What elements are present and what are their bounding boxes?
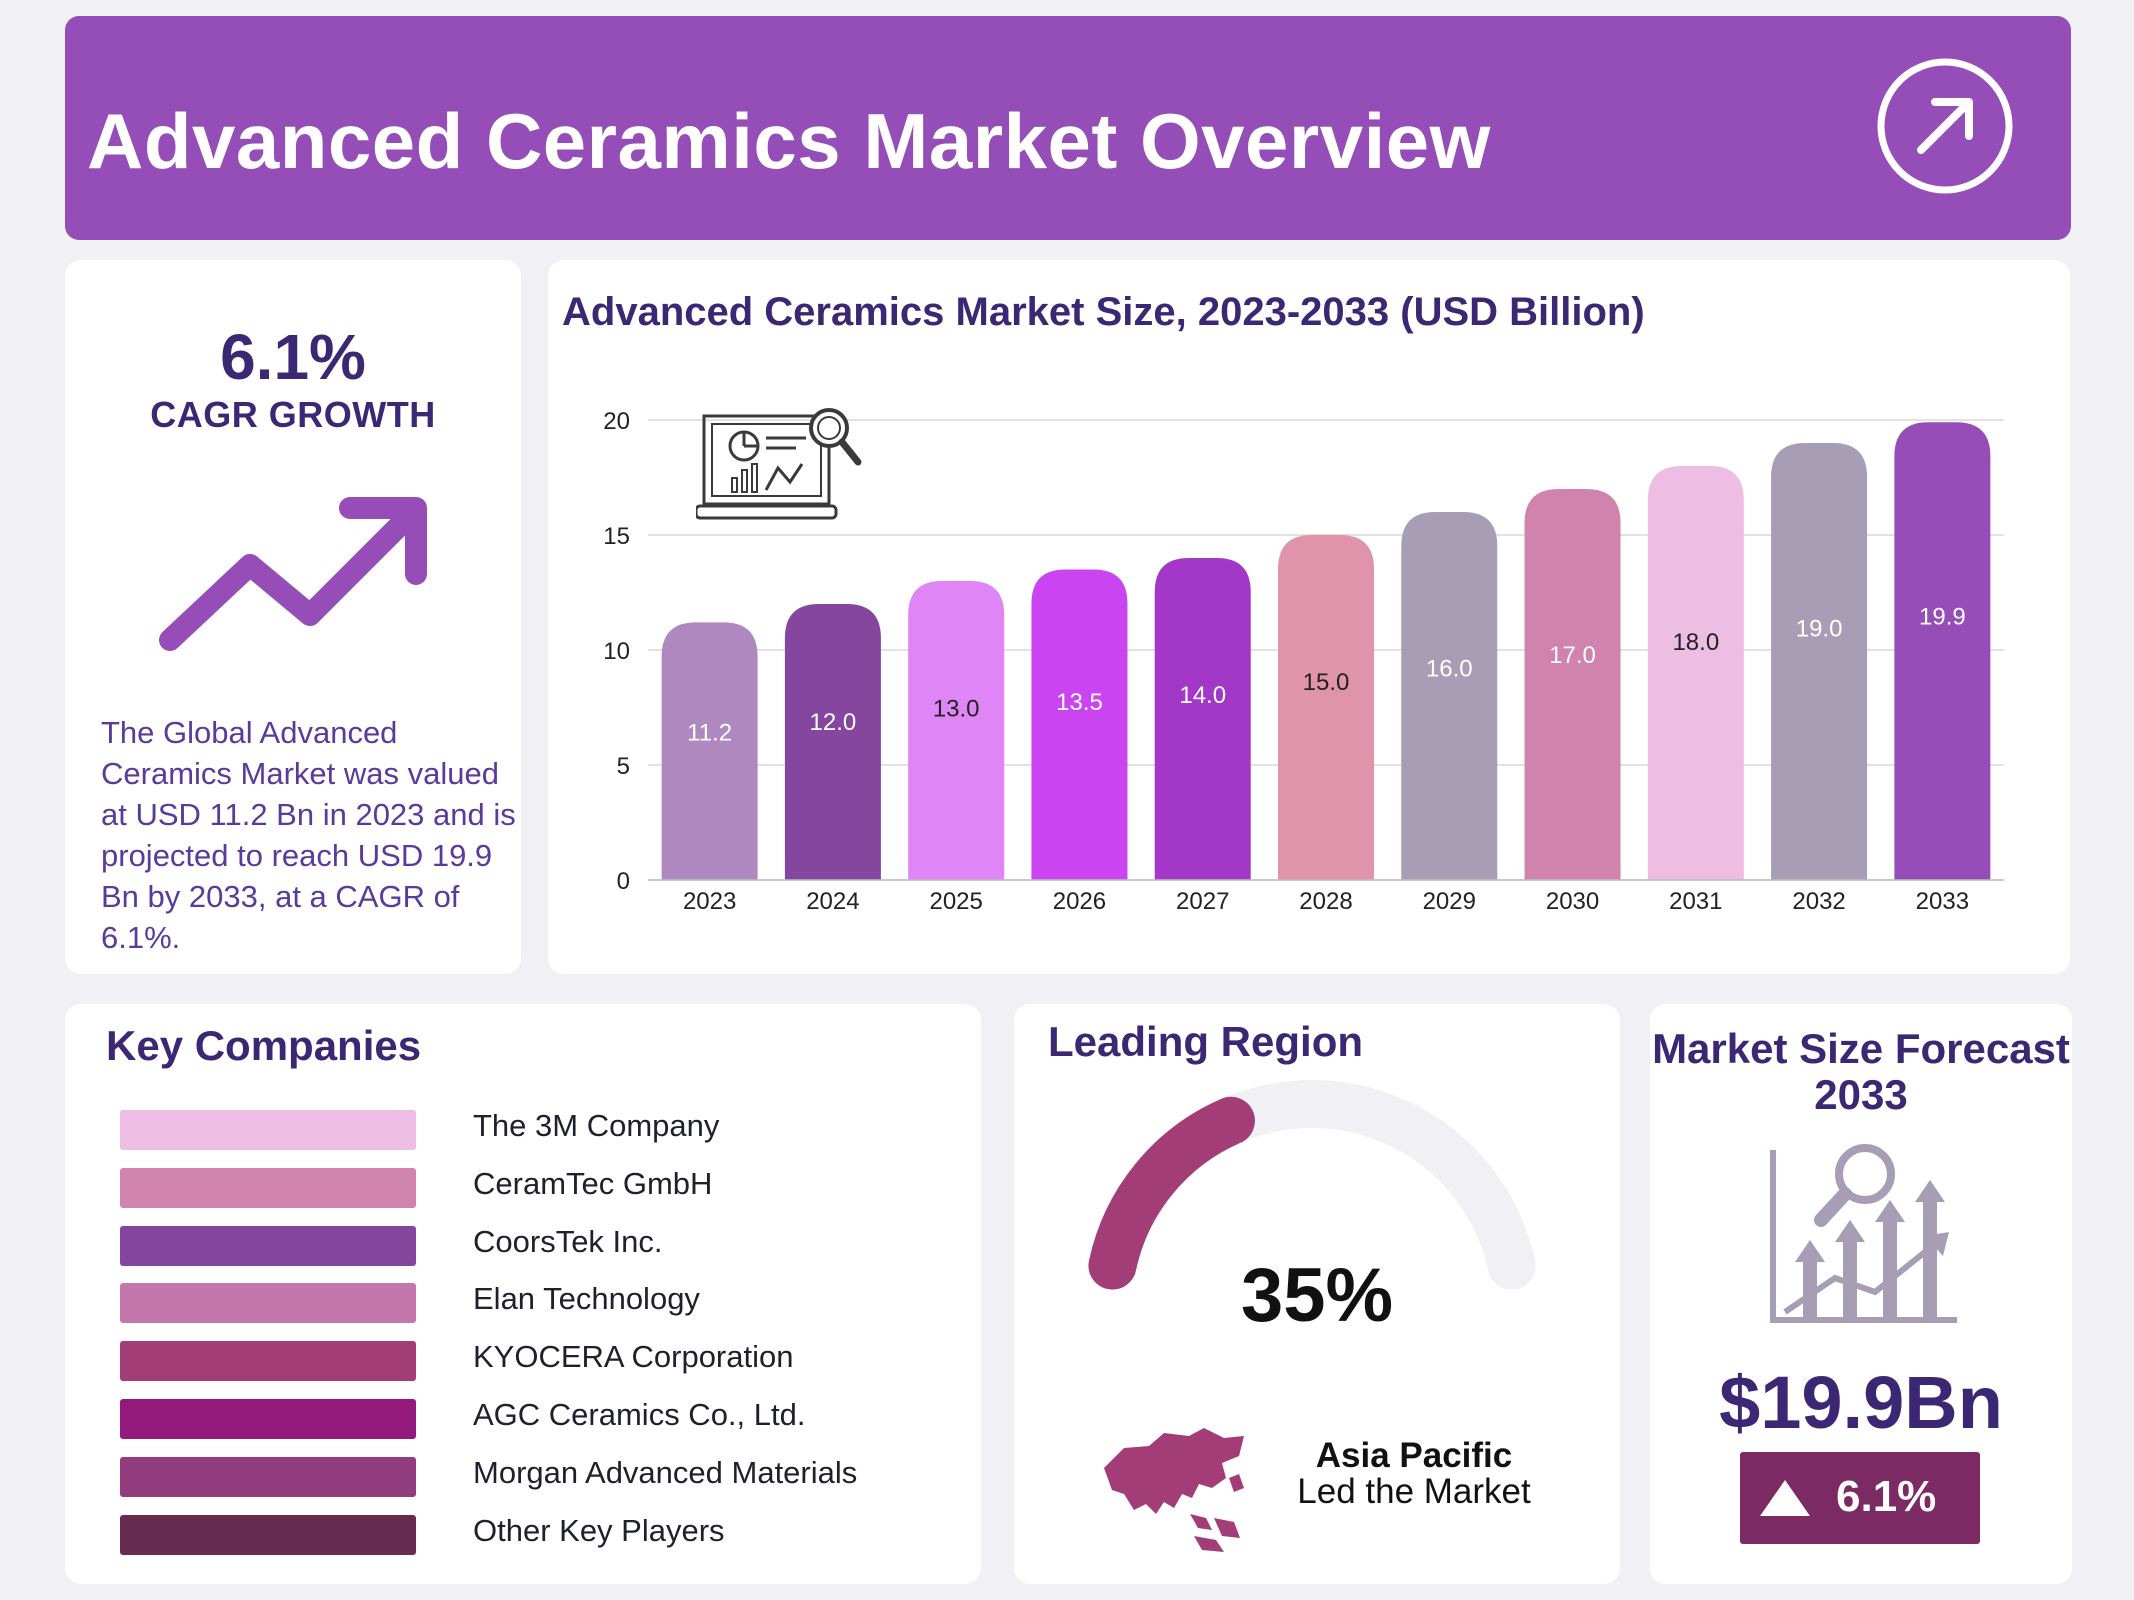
chart-title: Advanced Ceramics Market Size, 2023-2033… bbox=[562, 290, 1645, 334]
page-title: Advanced Ceramics Market Overview bbox=[87, 97, 1491, 185]
region-subtitle: Led the Market bbox=[1297, 1472, 1531, 1511]
header-banner: Advanced Ceramics Market Overview bbox=[65, 16, 2071, 240]
company-color-swatch bbox=[120, 1399, 416, 1439]
company-color-swatch bbox=[120, 1283, 416, 1324]
y-tick-label: 5 bbox=[617, 753, 630, 780]
x-tick-label: 2024 bbox=[806, 888, 859, 915]
bar-data-label: 17.0 bbox=[1549, 642, 1596, 669]
forecast-value: $19.9Bn bbox=[1719, 1361, 2003, 1444]
cagr-value: 6.1% bbox=[220, 321, 366, 393]
forecast-card: Market Size Forecast 2033 $19.9Bn 6.1% bbox=[1650, 1004, 2072, 1584]
y-tick-label: 10 bbox=[603, 638, 630, 665]
x-tick-label: 2029 bbox=[1423, 888, 1476, 915]
company-color-swatch bbox=[120, 1341, 416, 1382]
x-tick-label: 2023 bbox=[683, 888, 736, 915]
forecast-title: Market Size Forecast 2033 bbox=[1652, 1025, 2070, 1118]
company-name: CeramTec GmbH bbox=[473, 1165, 713, 1201]
company-name: KYOCERA Corporation bbox=[473, 1339, 794, 1375]
y-tick-label: 0 bbox=[617, 868, 630, 895]
x-tick-label: 2026 bbox=[1053, 888, 1106, 915]
company-name: AGC Ceramics Co., Ltd. bbox=[473, 1397, 806, 1432]
key-companies-title: Key Companies bbox=[106, 1022, 422, 1069]
trend-arrow-icon bbox=[159, 497, 427, 651]
y-tick-label: 20 bbox=[603, 408, 630, 435]
company-name: Elan Technology bbox=[473, 1281, 700, 1317]
y-tick-label: 15 bbox=[603, 523, 630, 550]
bar-data-label: 19.0 bbox=[1796, 616, 1843, 643]
cagr-description: The Global Advanced Ceramics Market was … bbox=[101, 715, 516, 955]
growth-badge-value: 6.1% bbox=[1836, 1472, 1937, 1521]
x-tick-label: 2027 bbox=[1176, 888, 1229, 915]
cagr-label: CAGR GROWTH bbox=[150, 394, 436, 435]
company-color-swatch bbox=[120, 1225, 416, 1266]
bar bbox=[1401, 512, 1498, 880]
triangle-up-icon bbox=[1760, 1480, 1810, 1516]
region-percent: 35% bbox=[1240, 1253, 1394, 1338]
bar-data-label: 18.0 bbox=[1672, 629, 1719, 656]
bar bbox=[661, 622, 758, 880]
bar bbox=[1771, 443, 1868, 880]
arrow-up-right-icon[interactable] bbox=[1875, 56, 2015, 196]
x-tick-label: 2032 bbox=[1792, 888, 1845, 915]
company-color-swatch bbox=[120, 1110, 416, 1150]
region-name: Asia Pacific bbox=[1315, 1436, 1513, 1475]
bar-data-label: 15.0 bbox=[1303, 669, 1350, 696]
bar-chart: 0 5 10 15 20 11.2 2023 12.0 2024 13.0 2025 13.5 2026… bbox=[603, 408, 2004, 915]
bar bbox=[1031, 569, 1128, 880]
growth-chart-icon bbox=[1770, 1144, 1957, 1323]
key-companies-card: Key Companies The 3M Company CeramTec Gmb… bbox=[65, 1004, 981, 1584]
chart-card: Advanced Ceramics Market Size, 2023-2033… bbox=[548, 260, 2070, 974]
bar bbox=[1524, 489, 1621, 880]
bar bbox=[908, 581, 1005, 880]
x-tick-label: 2025 bbox=[929, 888, 982, 915]
x-tick-label: 2033 bbox=[1916, 888, 1969, 915]
bar-data-label: 13.5 bbox=[1056, 689, 1103, 716]
bar bbox=[1154, 558, 1251, 880]
growth-badge: 6.1% bbox=[1740, 1452, 1980, 1544]
bar-data-label: 14.0 bbox=[1179, 682, 1226, 709]
company-color-swatch bbox=[120, 1456, 416, 1497]
bar-data-label: 16.0 bbox=[1426, 656, 1473, 683]
bar-data-label: 13.0 bbox=[933, 696, 980, 723]
bar bbox=[784, 604, 881, 880]
company-name: Other Key Players bbox=[473, 1512, 725, 1548]
gauge-fill bbox=[1088, 1096, 1255, 1290]
asia-map-icon bbox=[1104, 1428, 1244, 1552]
x-tick-label: 2028 bbox=[1299, 888, 1352, 915]
x-tick-label: 2030 bbox=[1546, 888, 1599, 915]
bar-data-label: 12.0 bbox=[810, 709, 857, 736]
company-name: The 3M Company bbox=[473, 1108, 720, 1143]
company-name: CoorsTek Inc. bbox=[473, 1223, 663, 1259]
bar bbox=[1278, 535, 1374, 880]
laptop-analytics-icon bbox=[696, 408, 862, 520]
leading-region-card: Leading Region 35% Asia Pacific Led the … bbox=[1014, 1004, 1620, 1584]
company-name: Morgan Advanced Materials bbox=[473, 1454, 858, 1490]
bar-data-label: 11.2 bbox=[687, 720, 732, 747]
company-color-swatch bbox=[120, 1167, 416, 1208]
leading-region-title: Leading Region bbox=[1048, 1018, 1363, 1065]
bar bbox=[1647, 466, 1744, 880]
x-tick-label: 2031 bbox=[1669, 888, 1722, 915]
company-color-swatch bbox=[120, 1514, 416, 1555]
bar-data-label: 19.9 bbox=[1919, 604, 1966, 631]
bar bbox=[1894, 422, 1991, 880]
cagr-card: 6.1% CAGR GROWTH The Global Advanced Cer… bbox=[65, 260, 521, 974]
